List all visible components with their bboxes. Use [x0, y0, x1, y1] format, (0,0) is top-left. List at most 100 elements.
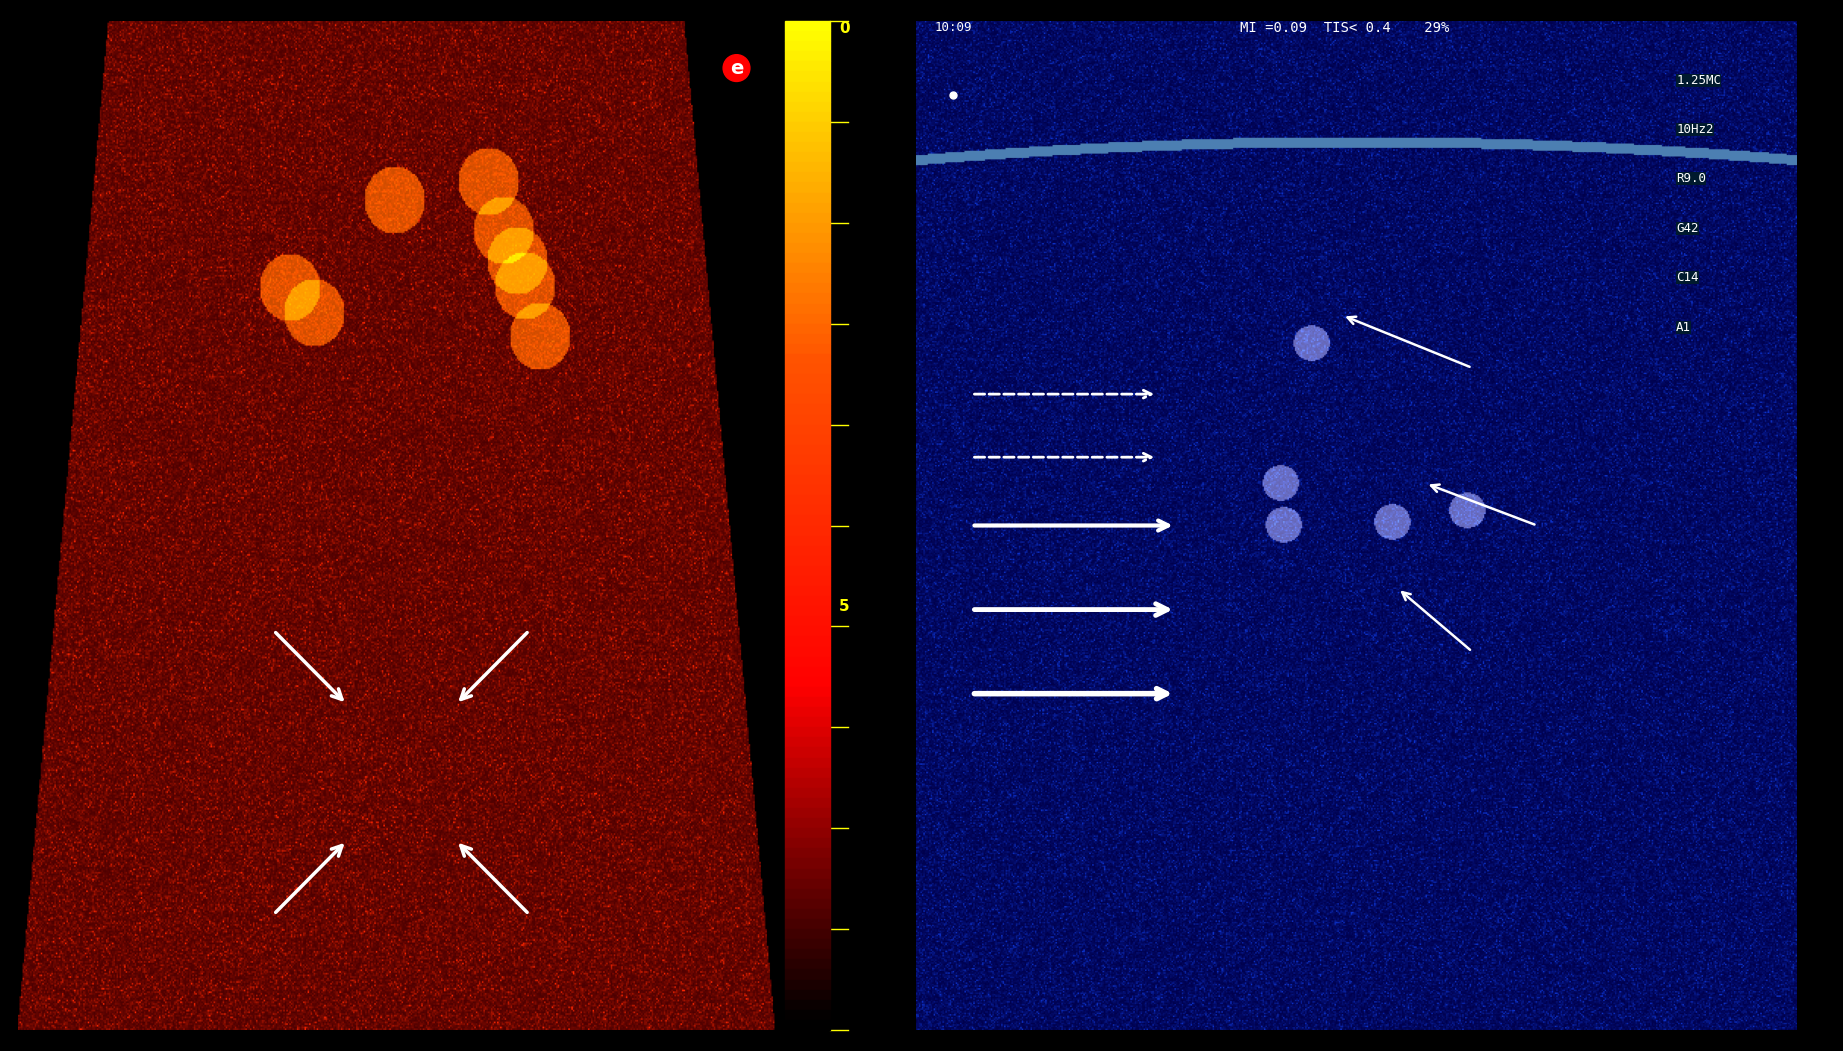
Bar — [785, 385, 829, 394]
Bar — [785, 818, 829, 828]
Text: 10Hz2: 10Hz2 — [1675, 123, 1714, 136]
Bar — [785, 102, 829, 111]
Bar — [785, 727, 829, 738]
Bar — [785, 435, 829, 445]
Text: R9.0: R9.0 — [1675, 172, 1707, 185]
Bar — [785, 334, 829, 344]
Bar — [785, 445, 829, 455]
Bar — [785, 263, 829, 273]
Bar — [785, 41, 829, 51]
Bar — [785, 506, 829, 515]
Bar — [785, 304, 829, 313]
Bar — [785, 122, 829, 132]
Bar — [785, 91, 829, 102]
Bar — [785, 788, 829, 798]
Bar — [785, 677, 829, 687]
Bar — [785, 868, 829, 879]
Bar — [785, 556, 829, 565]
Bar — [785, 808, 829, 818]
Bar — [785, 142, 829, 152]
Bar — [785, 455, 829, 465]
Bar — [785, 71, 829, 82]
Bar — [785, 82, 829, 91]
Bar — [785, 828, 829, 839]
Bar — [785, 526, 829, 536]
Text: 1.25MC: 1.25MC — [1675, 74, 1721, 86]
Bar — [785, 183, 829, 192]
Bar — [785, 687, 829, 697]
Bar — [785, 969, 829, 980]
Bar — [785, 61, 829, 71]
Bar — [785, 646, 829, 657]
Bar — [785, 586, 829, 596]
Bar — [785, 425, 829, 435]
Bar — [785, 111, 829, 122]
Bar — [785, 940, 829, 949]
Bar — [785, 354, 829, 364]
Bar — [785, 879, 829, 889]
Bar — [785, 465, 829, 475]
Bar — [785, 889, 829, 899]
Bar — [785, 919, 829, 929]
Bar — [785, 51, 829, 61]
Bar — [785, 778, 829, 788]
Bar — [785, 545, 829, 556]
Bar — [785, 798, 829, 808]
Bar — [785, 475, 829, 486]
Bar — [785, 1010, 829, 1019]
Bar — [785, 364, 829, 374]
Bar — [785, 223, 829, 233]
Bar — [785, 596, 829, 606]
Bar — [785, 758, 829, 767]
Bar — [785, 212, 829, 223]
Text: 5: 5 — [839, 599, 850, 614]
Bar — [785, 707, 829, 717]
Bar — [785, 344, 829, 354]
Bar — [785, 324, 829, 334]
Text: e: e — [730, 59, 743, 78]
Bar — [785, 273, 829, 284]
Bar — [785, 253, 829, 263]
Bar — [785, 657, 829, 666]
Bar — [785, 405, 829, 414]
Text: MI =0.09  TIS< 0.4    29%: MI =0.09 TIS< 0.4 29% — [1240, 21, 1450, 35]
Bar — [785, 848, 829, 859]
Bar — [785, 284, 829, 293]
Bar — [785, 839, 829, 848]
Bar — [785, 515, 829, 526]
Bar — [785, 495, 829, 506]
Text: C14: C14 — [1675, 271, 1699, 284]
Bar — [785, 949, 829, 960]
Bar — [785, 1019, 829, 1030]
Bar — [785, 666, 829, 677]
Bar — [785, 960, 829, 969]
Bar — [785, 243, 829, 253]
Bar — [785, 21, 829, 32]
Text: 0: 0 — [839, 21, 850, 36]
Bar — [785, 929, 829, 940]
Bar — [785, 293, 829, 304]
Bar — [785, 152, 829, 162]
Text: G42: G42 — [1675, 222, 1699, 234]
Bar — [785, 32, 829, 41]
Bar — [785, 414, 829, 425]
Bar — [785, 899, 829, 909]
Bar — [785, 486, 829, 495]
Text: A1: A1 — [1675, 321, 1692, 333]
Bar — [785, 909, 829, 919]
Bar — [785, 767, 829, 778]
Bar — [785, 859, 829, 868]
Bar — [785, 132, 829, 142]
Bar — [785, 626, 829, 637]
Bar — [785, 990, 829, 1000]
Bar — [785, 637, 829, 646]
Bar — [785, 565, 829, 576]
Bar — [785, 738, 829, 747]
Bar — [785, 747, 829, 758]
Bar — [785, 1000, 829, 1010]
Bar — [785, 374, 829, 385]
Bar — [785, 192, 829, 203]
Bar — [785, 717, 829, 727]
Bar — [785, 203, 829, 212]
Bar — [785, 536, 829, 545]
